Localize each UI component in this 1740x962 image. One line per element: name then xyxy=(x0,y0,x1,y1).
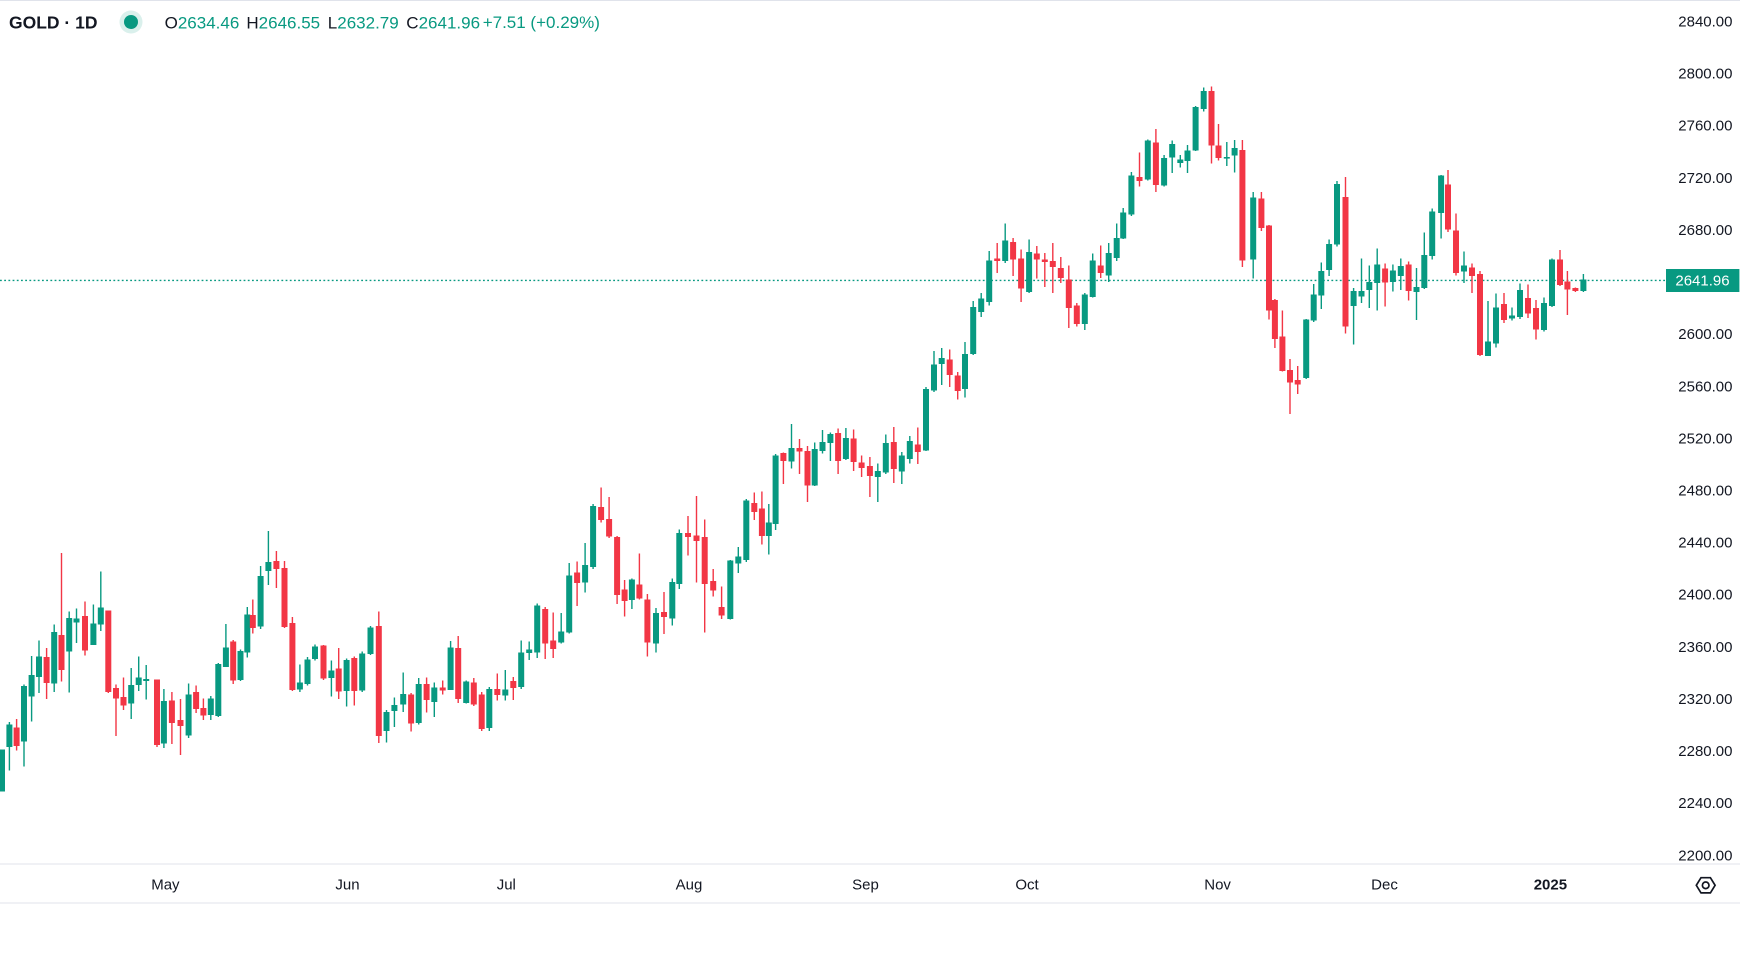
svg-text:Sep: Sep xyxy=(852,877,879,894)
svg-text:2320.00: 2320.00 xyxy=(1678,691,1732,708)
svg-text:O2634.46: O2634.46 xyxy=(165,13,240,32)
svg-text:2480.00: 2480.00 xyxy=(1678,483,1732,500)
svg-text:2760.00: 2760.00 xyxy=(1678,118,1732,135)
svg-text:May: May xyxy=(151,877,180,894)
svg-text:L2632.79: L2632.79 xyxy=(328,13,399,32)
svg-text:2840.00: 2840.00 xyxy=(1678,14,1732,31)
svg-text:2280.00: 2280.00 xyxy=(1678,743,1732,760)
svg-text:2520.00: 2520.00 xyxy=(1678,430,1732,447)
svg-text:2440.00: 2440.00 xyxy=(1678,535,1732,552)
svg-text:Oct: Oct xyxy=(1015,877,1039,894)
svg-text:2200.00: 2200.00 xyxy=(1678,847,1732,864)
svg-text:2641.96: 2641.96 xyxy=(1675,273,1729,290)
svg-text:2360.00: 2360.00 xyxy=(1678,639,1732,656)
svg-text:Nov: Nov xyxy=(1204,877,1231,894)
svg-text:2680.00: 2680.00 xyxy=(1678,222,1732,239)
svg-text:2800.00: 2800.00 xyxy=(1678,66,1732,83)
svg-text:2240.00: 2240.00 xyxy=(1678,795,1732,812)
svg-text:H2646.55: H2646.55 xyxy=(246,13,320,32)
svg-text:C2641.96: C2641.96 xyxy=(406,13,480,32)
svg-text:+7.51 (+0.29%): +7.51 (+0.29%) xyxy=(483,13,600,32)
svg-text:2560.00: 2560.00 xyxy=(1678,378,1732,395)
svg-text:2600.00: 2600.00 xyxy=(1678,326,1732,343)
svg-text:GOLD · 1D: GOLD · 1D xyxy=(9,13,97,33)
svg-text:2025: 2025 xyxy=(1534,877,1567,894)
svg-text:Dec: Dec xyxy=(1371,877,1398,894)
svg-text:Jun: Jun xyxy=(335,877,359,894)
svg-text:Jul: Jul xyxy=(497,877,516,894)
svg-text:2400.00: 2400.00 xyxy=(1678,587,1732,604)
svg-text:2720.00: 2720.00 xyxy=(1678,170,1732,187)
svg-text:Aug: Aug xyxy=(676,877,703,894)
